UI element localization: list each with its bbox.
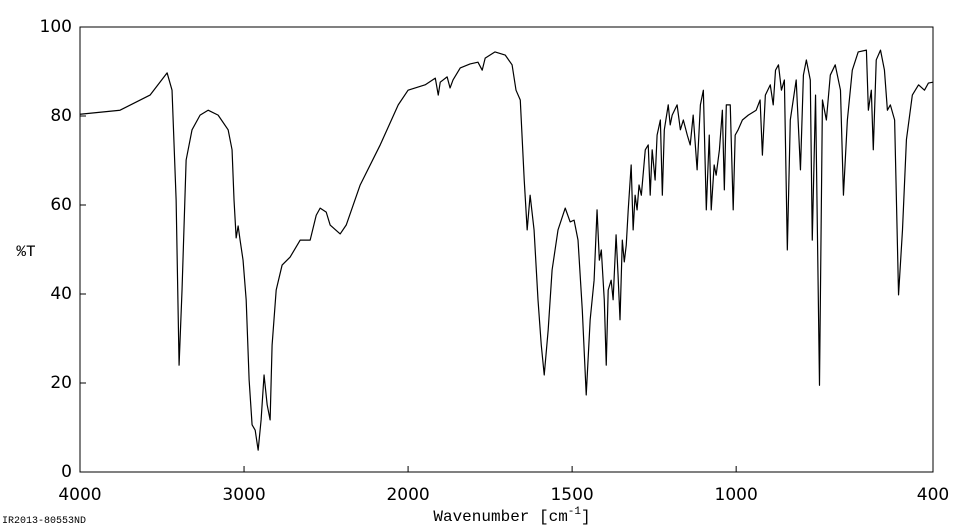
y-tick-label: 20 [50, 373, 72, 393]
y-tick-label: 0 [61, 462, 72, 482]
x-tick-label: 1000 [715, 485, 758, 505]
footer: IR2013-80553ND [2, 516, 86, 527]
y-tick-label: 60 [50, 195, 72, 215]
x-tick-label: 2000 [386, 485, 429, 505]
x-tick-label: 4000 [58, 485, 101, 505]
plot-frame [79, 26, 934, 473]
x-tick-label: 1500 [550, 485, 593, 505]
y-axis-label: %T [16, 243, 35, 261]
spectrum-line [79, 49, 934, 451]
x-tick-label: 3000 [222, 485, 265, 505]
y-tick-label: 100 [40, 17, 72, 37]
x-axis-label-end: ] [581, 508, 591, 526]
y-tick-label: 80 [50, 106, 72, 126]
x-axis-label-main: Wavenumber [cm [433, 508, 567, 526]
y-tick-label: 40 [50, 284, 72, 304]
x-axis-label-sup: -1 [568, 506, 582, 518]
x-tick-label: 400 [917, 485, 949, 505]
x-axis-label: Wavenumber [cm-1] [433, 506, 590, 526]
